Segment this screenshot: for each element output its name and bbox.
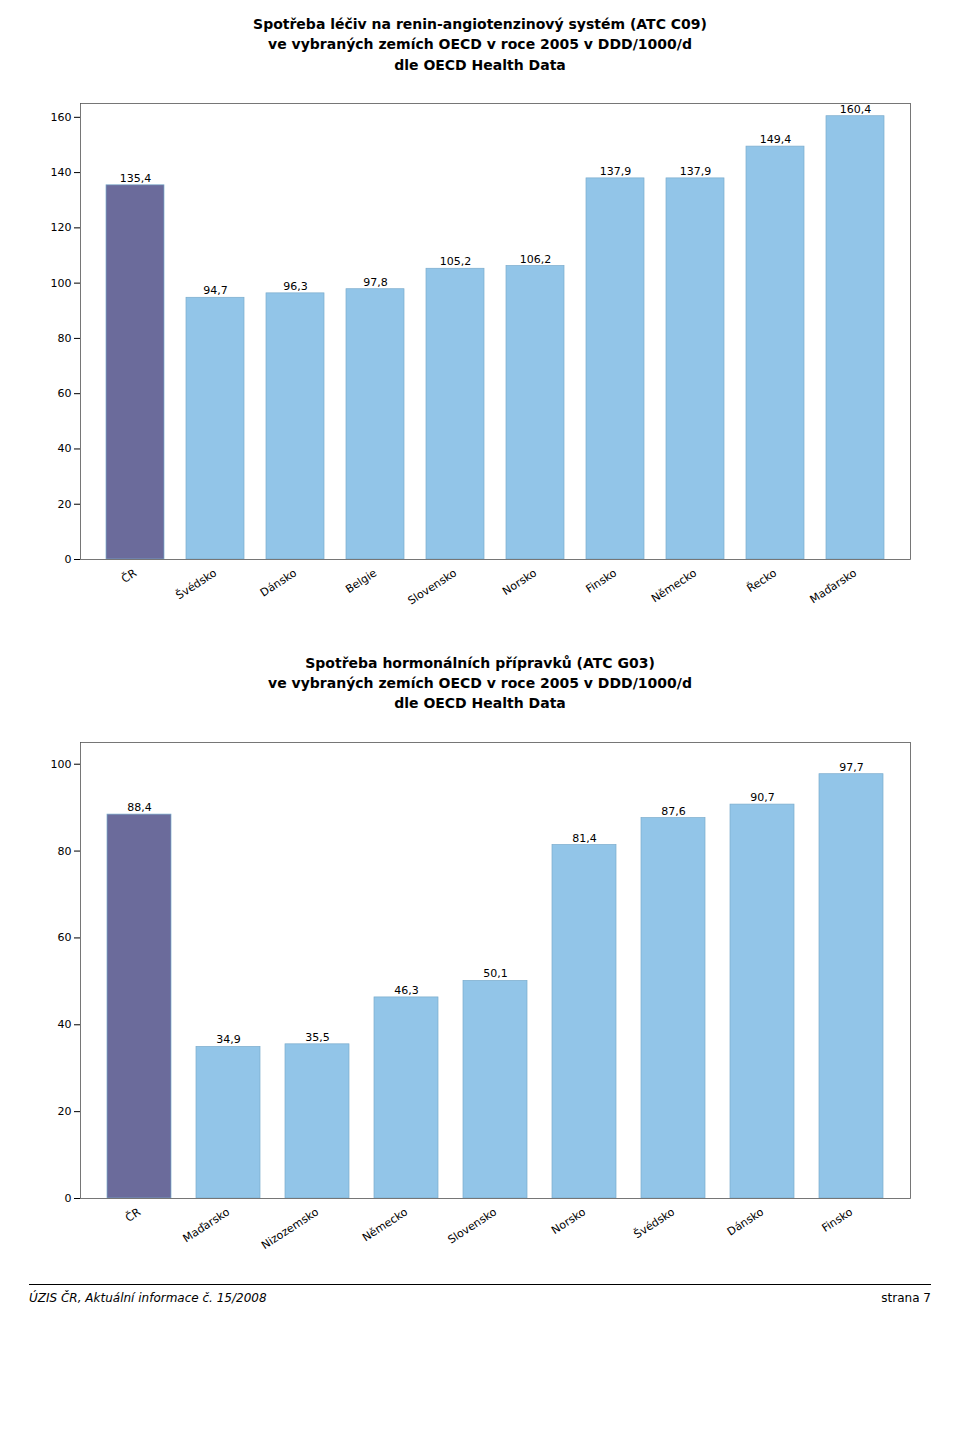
html-text:Spotřeba léčiv na renin-angiot: Spotřeba léčiv na renin-angiotenzinový s… [253, 16, 707, 73]
svg-text:105,2: 105,2 [440, 255, 472, 268]
svg-text:35,5: 35,5 [305, 1031, 330, 1044]
svg-text:Finsko: Finsko [819, 1205, 855, 1235]
svg-text:Řecko: Řecko [745, 566, 780, 595]
svg-text:50,1: 50,1 [483, 967, 508, 980]
html-text:ÚZIS ČR, Aktuální informace č.: ÚZIS ČR, Aktuální informace č. 15/2008 [29, 1290, 267, 1305]
svg-text:34,9: 34,9 [216, 1033, 241, 1046]
svg-text:Finsko: Finsko [583, 566, 619, 596]
svg-text:Nizozemsko: Nizozemsko [259, 1205, 321, 1252]
svg-text:137,9: 137,9 [600, 165, 632, 178]
svg-text:ČR: ČR [123, 1205, 143, 1224]
svg-text:88,4: 88,4 [127, 801, 152, 814]
svg-text:Maďarsko: Maďarsko [808, 566, 860, 606]
svg-text:81,4: 81,4 [572, 831, 597, 844]
svg-text:160: 160 [51, 111, 72, 124]
svg-text:97,7: 97,7 [839, 761, 864, 774]
svg-text:100: 100 [51, 277, 72, 290]
svg-text:0: 0 [65, 1192, 72, 1205]
svg-text:80: 80 [58, 844, 72, 857]
svg-text:Německo: Německo [649, 566, 699, 605]
svg-text:Slovensko: Slovensko [445, 1205, 499, 1246]
svg-text:Norsko: Norsko [500, 566, 539, 598]
svg-text:94,7: 94,7 [203, 284, 228, 297]
svg-text:120: 120 [51, 221, 72, 234]
svg-text:Belgie: Belgie [343, 566, 379, 596]
svg-text:80: 80 [58, 332, 72, 345]
svg-text:Norsko: Norsko [549, 1205, 588, 1237]
svg-text:87,6: 87,6 [661, 804, 686, 817]
svg-text:Německo: Německo [360, 1205, 410, 1244]
svg-text:60: 60 [58, 931, 72, 944]
svg-text:20: 20 [58, 498, 72, 511]
svg-text:ČR: ČR [119, 566, 139, 585]
svg-text:140: 140 [51, 166, 72, 179]
svg-text:97,8: 97,8 [363, 276, 388, 289]
svg-text:20: 20 [58, 1105, 72, 1118]
html-text:strana 7: strana 7 [881, 1290, 931, 1305]
svg-text:160,4: 160,4 [840, 103, 872, 116]
svg-text:96,3: 96,3 [283, 280, 308, 293]
svg-text:0: 0 [65, 553, 72, 566]
svg-text:Švédsko: Švédsko [174, 566, 220, 602]
svg-text:60: 60 [58, 387, 72, 400]
svg-text:Dánsko: Dánsko [258, 566, 299, 599]
svg-text:Slovensko: Slovensko [405, 566, 459, 607]
svg-text:149,4: 149,4 [760, 133, 792, 146]
svg-text:40: 40 [58, 1018, 72, 1031]
html-text:Spotřeba hormonálních přípravk: Spotřeba hormonálních přípravků (ATC G03… [268, 654, 692, 712]
svg-text:137,9: 137,9 [680, 165, 712, 178]
svg-text:106,2: 106,2 [520, 252, 552, 265]
svg-text:40: 40 [58, 442, 72, 455]
svg-text:Maďarsko: Maďarsko [181, 1205, 233, 1245]
svg-text:Švédsko: Švédsko [632, 1205, 678, 1241]
svg-text:90,7: 90,7 [750, 791, 775, 804]
svg-text:Dánsko: Dánsko [725, 1205, 766, 1238]
svg-text:135,4: 135,4 [120, 172, 152, 185]
svg-text:46,3: 46,3 [394, 984, 419, 997]
svg-text:100: 100 [51, 758, 72, 771]
